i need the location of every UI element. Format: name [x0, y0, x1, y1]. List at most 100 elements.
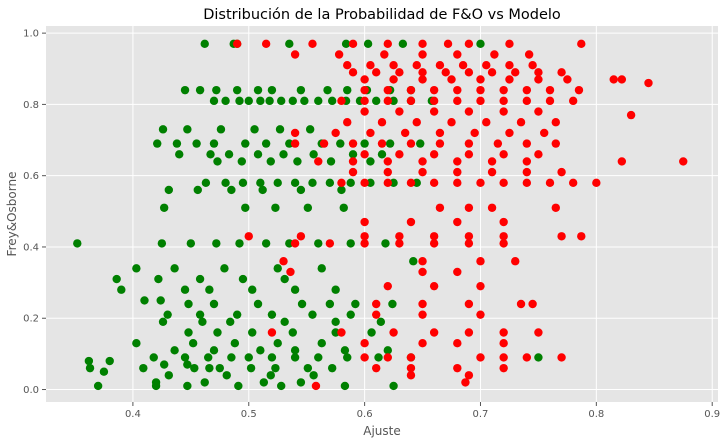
- scatter-point: [195, 310, 205, 319]
- scatter-point: [248, 328, 257, 337]
- scatter-point: [293, 157, 302, 166]
- scatter-point: [285, 39, 294, 49]
- scatter-point: [406, 178, 416, 188]
- scatter-point: [190, 363, 199, 373]
- scatter-point: [592, 178, 601, 188]
- scatter-point: [253, 150, 263, 159]
- scatter-point: [266, 157, 275, 166]
- scatter-point: [337, 96, 346, 106]
- scatter-point: [557, 353, 566, 362]
- scatter-point: [412, 61, 421, 70]
- scatter-point: [149, 353, 158, 362]
- scatter-point: [366, 157, 375, 166]
- scatter-point: [540, 128, 549, 138]
- scatter-point: [153, 139, 162, 148]
- scatter-point: [453, 157, 462, 166]
- scatter-point: [273, 338, 282, 348]
- scatter-point: [258, 185, 267, 195]
- scatter-point: [429, 232, 439, 241]
- scatter-point: [238, 178, 248, 188]
- scatter-point: [482, 61, 491, 70]
- scatter-point: [360, 232, 369, 241]
- scatter-point: [435, 139, 445, 148]
- scatter-point: [385, 139, 395, 148]
- scatter-point: [154, 274, 163, 284]
- scatter-point: [499, 328, 508, 337]
- x-tick-label: 0.6: [357, 409, 373, 420]
- scatter-point: [563, 75, 572, 84]
- scatter-point: [221, 96, 230, 106]
- scatter-point: [505, 61, 514, 70]
- scatter-point: [348, 39, 358, 49]
- scatter-point: [309, 371, 318, 380]
- scatter-point: [296, 232, 306, 241]
- scatter-point: [232, 85, 242, 95]
- scatter-point: [551, 118, 560, 127]
- scatter-point: [380, 50, 389, 59]
- scatter-point: [170, 264, 179, 273]
- scatter-point: [331, 128, 340, 138]
- scatter-point: [418, 75, 427, 84]
- scatter-point: [458, 61, 468, 70]
- scatter-point: [453, 96, 462, 106]
- scatter-point: [340, 346, 350, 355]
- plot-background: [46, 26, 718, 402]
- scatter-point: [305, 125, 315, 134]
- scatter-point: [140, 296, 149, 305]
- scatter-point: [429, 281, 439, 291]
- scatter-point: [238, 274, 248, 284]
- scatter-point: [105, 356, 114, 366]
- scatter-point: [395, 150, 404, 159]
- scatter-point: [377, 150, 387, 159]
- scatter-point: [163, 310, 172, 319]
- scatter-point: [493, 139, 503, 148]
- scatter-point: [222, 371, 231, 380]
- scatter-point: [337, 178, 346, 188]
- scatter-point: [443, 39, 453, 49]
- scatter-point: [172, 139, 182, 148]
- scatter-point: [209, 96, 219, 106]
- scatter-point: [285, 139, 294, 148]
- scatter-point: [311, 381, 321, 391]
- scatter-point: [346, 239, 355, 248]
- scatter-point: [261, 139, 271, 148]
- scatter-point: [216, 125, 226, 134]
- scatter-point: [679, 157, 688, 166]
- scatter-point: [265, 96, 274, 106]
- scatter-point: [400, 128, 410, 138]
- scatter-point: [195, 85, 205, 95]
- scatter-point: [360, 107, 369, 116]
- scatter-point: [290, 139, 300, 148]
- scatter-point: [406, 363, 416, 373]
- scatter-point: [534, 328, 543, 337]
- scatter-point: [296, 85, 306, 95]
- scatter-point: [280, 274, 289, 284]
- scatter-point: [308, 39, 317, 49]
- scatter-point: [317, 338, 326, 348]
- scatter-point: [545, 85, 555, 95]
- scatter-point: [331, 328, 340, 337]
- scatter-point: [256, 346, 265, 355]
- scatter-point: [418, 257, 427, 266]
- scatter-point: [93, 381, 103, 391]
- axes: 0.4 0.5 0.6 0.7 0.8 0.9 0.0 0.2 0.4 0.6 0.8 1.0: [23, 29, 720, 420]
- scatter-point: [337, 185, 346, 195]
- scatter-point: [326, 157, 336, 166]
- scatter-point: [534, 107, 543, 116]
- scatter-point: [499, 107, 508, 116]
- scatter-point: [235, 239, 244, 248]
- scatter-point: [195, 274, 205, 284]
- scatter-point: [159, 203, 169, 212]
- scatter-point: [453, 85, 462, 95]
- scatter-point: [348, 139, 358, 148]
- scatter-point: [499, 96, 508, 106]
- scatter-point: [159, 360, 169, 369]
- scatter-point: [551, 139, 560, 148]
- scatter-point: [308, 310, 317, 319]
- scatter-point: [487, 68, 497, 77]
- scatter-point: [205, 363, 214, 373]
- scatter-point: [470, 128, 479, 138]
- scatter-point: [389, 381, 398, 391]
- y-tick-label: 0.6: [23, 171, 39, 182]
- scatter-point: [343, 61, 352, 70]
